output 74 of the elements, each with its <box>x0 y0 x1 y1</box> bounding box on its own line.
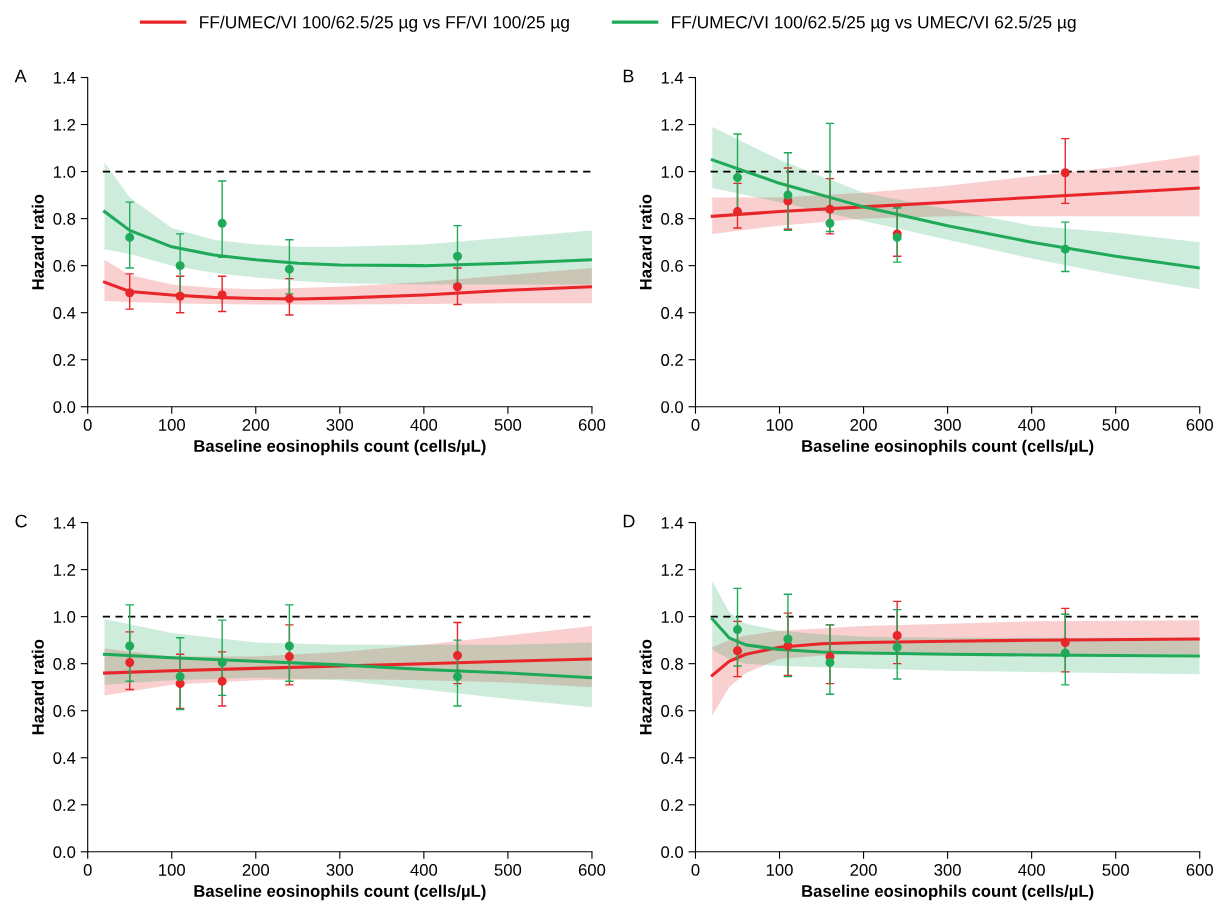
x-tick-label: 200 <box>850 864 877 876</box>
y-tick-label: 1.2 <box>53 118 76 131</box>
x-tick-label: 400 <box>410 864 438 876</box>
y-tick-label: 0.2 <box>661 799 683 811</box>
y-tick-label: 1.0 <box>53 165 76 178</box>
y-tick-label: 0.4 <box>53 307 76 319</box>
y-tick-label: 1.0 <box>661 611 684 623</box>
chart-title: B <box>623 69 634 83</box>
x-tick-label: 100 <box>766 419 793 431</box>
y-tick-label: 1.0 <box>661 165 684 178</box>
y-axis-title: Hazard ratio <box>639 194 652 290</box>
x-tick-label: 500 <box>494 864 522 876</box>
y-tick-label: 1.2 <box>661 118 683 131</box>
x-tick-label: 600 <box>578 419 606 431</box>
x-tick-label: 200 <box>850 419 877 431</box>
y-tick-label: 0.8 <box>53 658 76 670</box>
x-tick-label: 600 <box>578 864 606 876</box>
x-tick-label: 200 <box>242 864 270 876</box>
y-tick-label: 1.4 <box>53 517 76 529</box>
legend-label: FF/UMEC/VI 100/62.5/25 µg vs FF/VI 100/25 µg <box>200 15 569 32</box>
x-axis-title: Baseline eosinophils count (cells/µL) <box>194 884 486 901</box>
y-tick-label: 0.6 <box>661 260 683 272</box>
y-tick-label: 0.4 <box>661 752 684 764</box>
chart-title: D <box>623 514 635 528</box>
x-tick-label: 100 <box>159 864 185 876</box>
y-tick-label: 0.8 <box>661 213 683 225</box>
x-tick-label: 600 <box>1186 419 1213 431</box>
x-tick-label: 300 <box>934 419 961 431</box>
x-axis-title: Baseline eosinophils count (cells/µL) <box>802 439 1094 456</box>
y-tick-label: 1.4 <box>661 72 684 84</box>
y-axis-title: Hazard ratio <box>31 639 44 735</box>
legend-label: FF/UMEC/VI 100/62.5/25 µg vs UMEC/VI 62.5/25 µg <box>672 15 1076 32</box>
x-tick-label: 500 <box>494 419 522 431</box>
y-tick-label: 0.6 <box>53 260 76 272</box>
x-tick-label: 300 <box>326 419 354 431</box>
x-tick-label: 100 <box>766 864 793 876</box>
x-tick-label: 400 <box>410 419 438 431</box>
y-tick-label: 1.4 <box>53 72 76 84</box>
y-tick-label: 1.0 <box>53 611 76 623</box>
y-tick-label: 0.0 <box>661 401 684 413</box>
x-tick-label: 400 <box>1018 864 1045 876</box>
y-tick-label: 0.2 <box>53 354 76 366</box>
x-tick-label: 300 <box>326 864 354 876</box>
y-axis-title: Hazard ratio <box>31 194 44 290</box>
y-tick-label: 0.2 <box>53 799 76 811</box>
x-tick-label: 0 <box>83 864 92 876</box>
y-axis-title: Hazard ratio <box>639 639 652 735</box>
y-tick-label: 0.0 <box>53 846 76 859</box>
x-axis-title: Baseline eosinophils count (cells/µL) <box>194 439 486 456</box>
y-tick-label: 1.4 <box>661 517 684 529</box>
y-tick-label: 1.2 <box>53 564 76 576</box>
x-tick-label: 200 <box>242 419 270 431</box>
y-tick-label: 0.0 <box>53 401 76 413</box>
y-tick-label: 0.4 <box>53 752 76 764</box>
y-tick-label: 0.4 <box>661 307 684 319</box>
x-tick-label: 300 <box>934 864 961 876</box>
x-axis-title: Baseline eosinophils count (cells/µL) <box>802 884 1094 901</box>
x-tick-label: 600 <box>1186 864 1213 876</box>
x-tick-label: 400 <box>1018 419 1045 431</box>
y-tick-label: 0.6 <box>53 705 76 717</box>
x-tick-label: 500 <box>1102 864 1129 876</box>
y-tick-label: 0.6 <box>661 705 683 717</box>
x-tick-label: 100 <box>159 419 185 431</box>
y-tick-label: 0.2 <box>661 354 683 366</box>
y-tick-label: 0.8 <box>661 658 683 670</box>
x-tick-label: 0 <box>83 419 92 431</box>
x-tick-label: 500 <box>1102 419 1129 431</box>
y-tick-label: 0.0 <box>661 846 684 859</box>
chart-title: A <box>14 69 27 83</box>
chart-title: C <box>15 514 27 528</box>
x-tick-label: 0 <box>691 419 700 431</box>
y-tick-label: 1.2 <box>661 564 683 576</box>
y-tick-label: 0.8 <box>53 213 76 225</box>
x-tick-label: 0 <box>691 864 700 876</box>
